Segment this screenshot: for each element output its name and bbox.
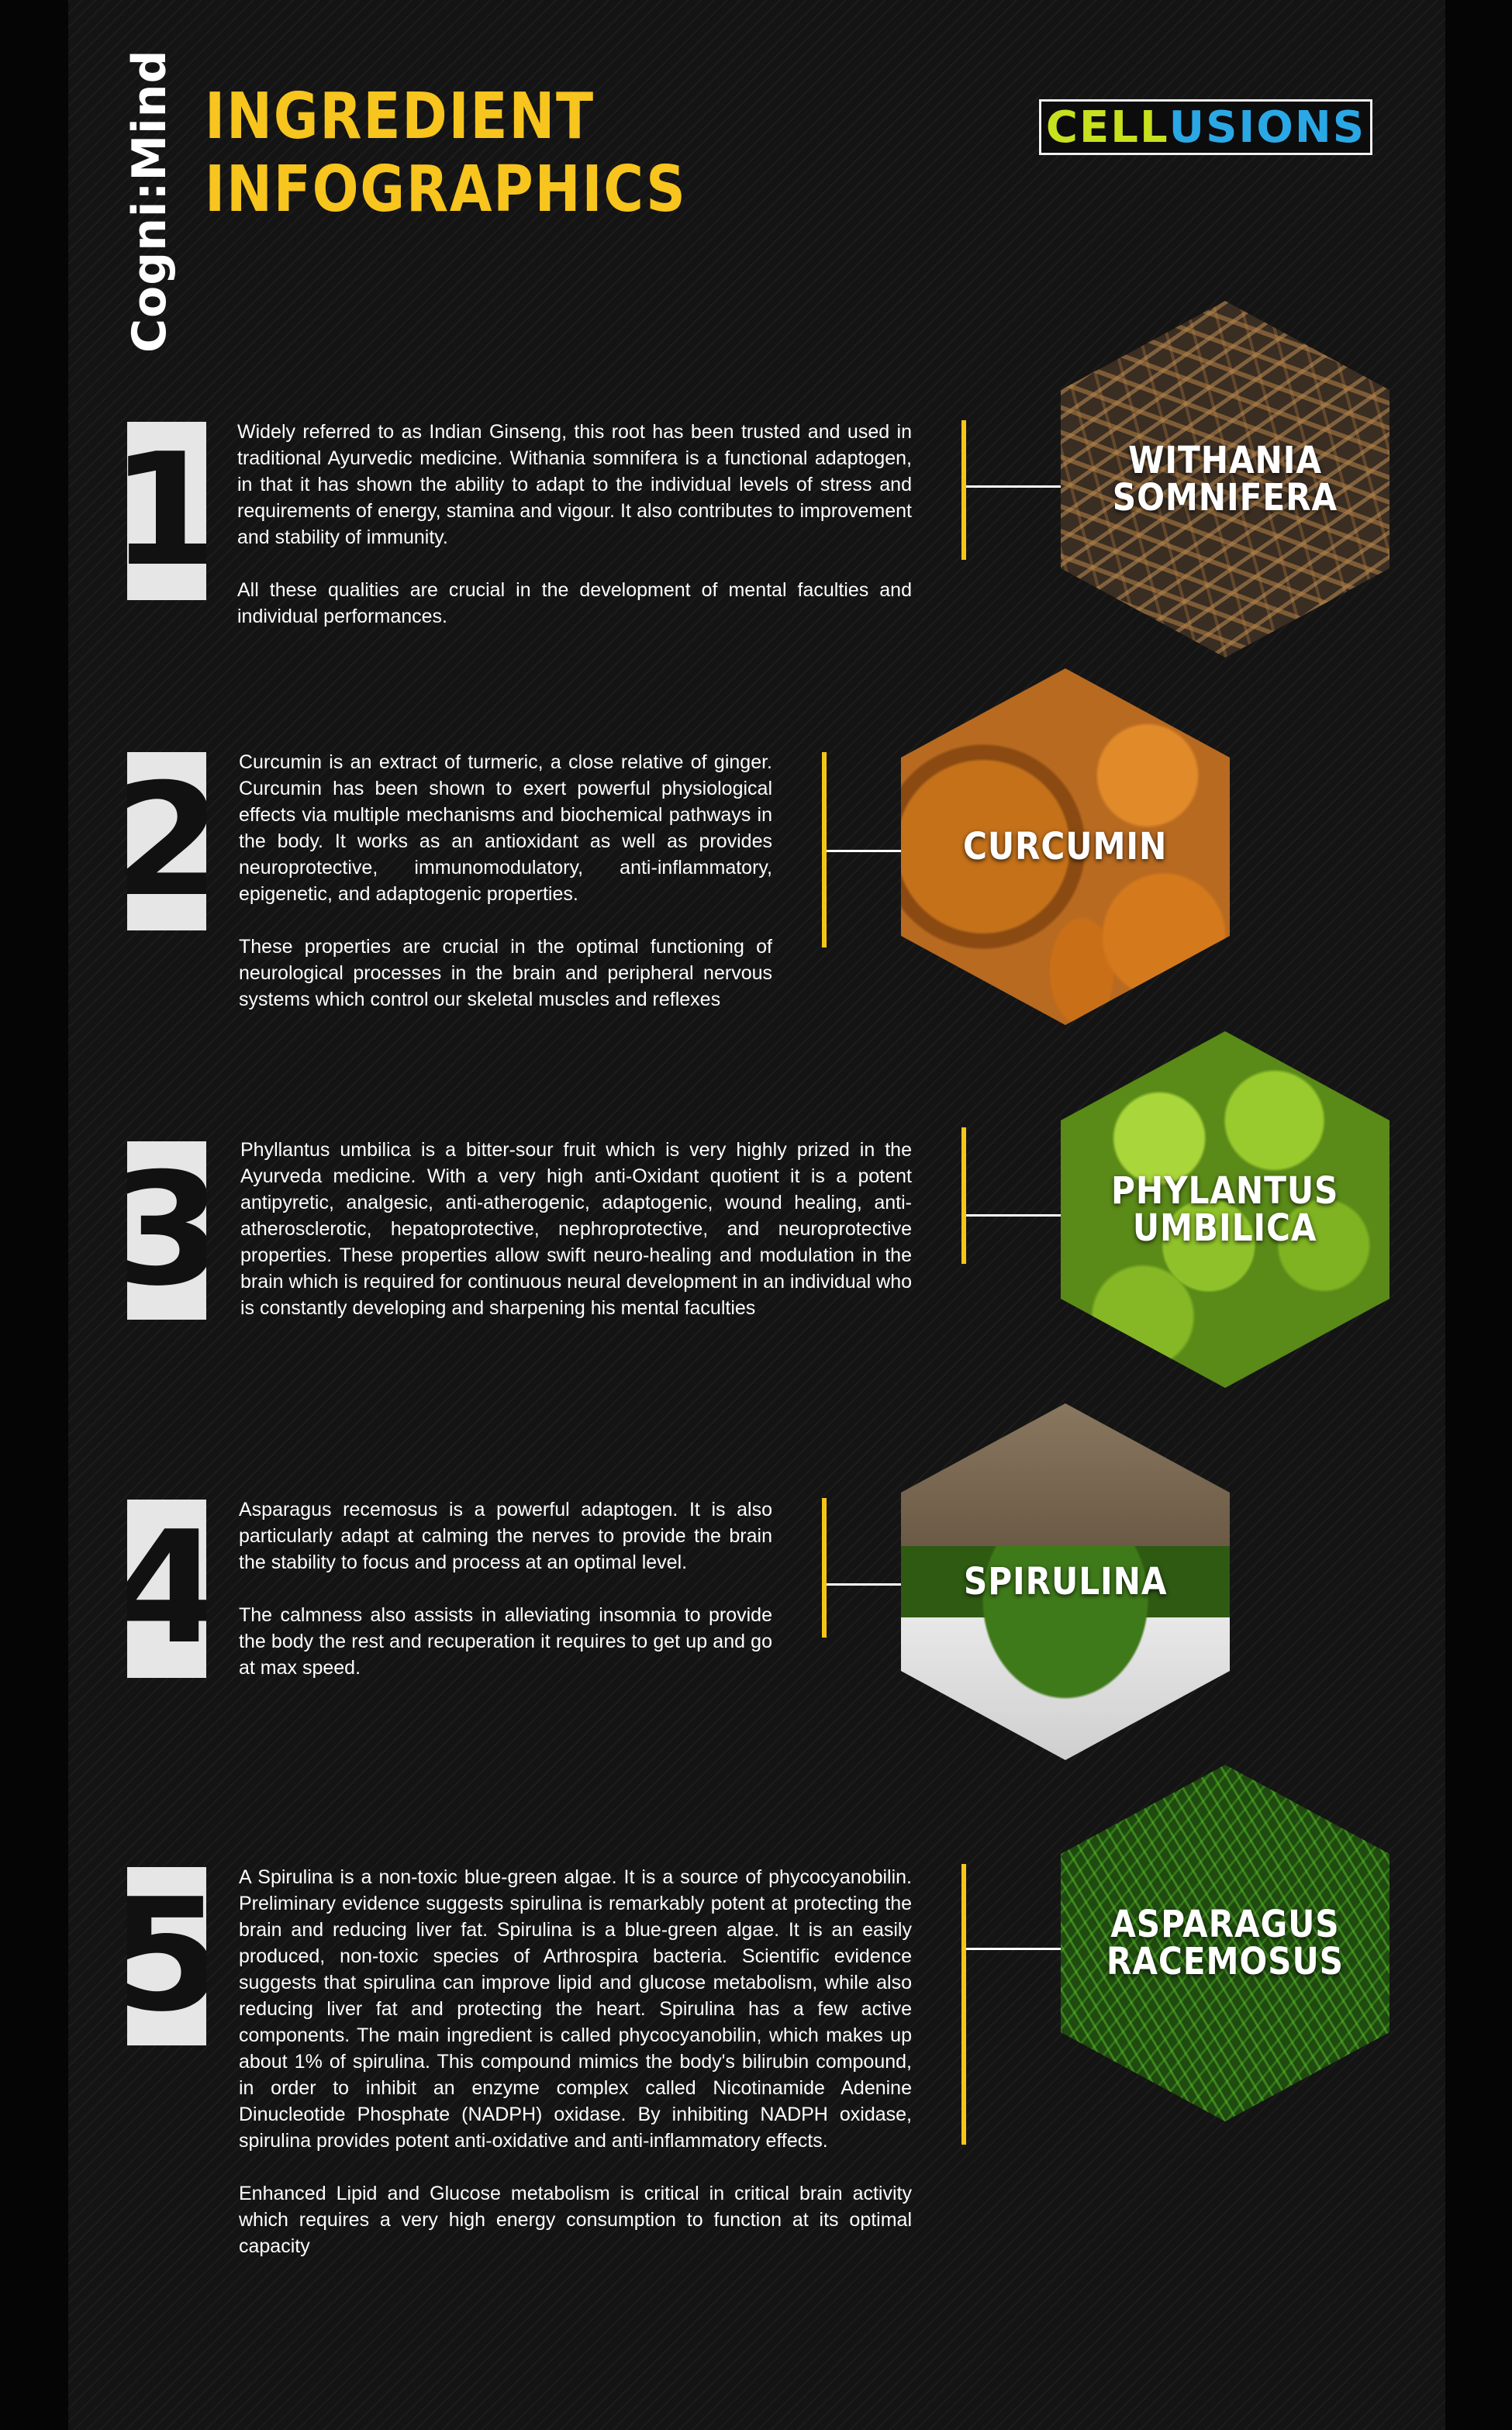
description-paragraph: A Spirulina is a non-toxic blue-green al… xyxy=(239,1866,912,2152)
brand-name: Cogni:Mind xyxy=(123,49,177,353)
connector-line xyxy=(966,1948,1065,1950)
title-line-1: INGREDIENT xyxy=(205,80,595,154)
ingredient-name: WITHANIA SOMNIFERA xyxy=(1112,439,1338,519)
description-paragraph: These properties are crucial in the opti… xyxy=(239,936,772,1010)
ingredient-number-box: 1 xyxy=(127,422,206,600)
description-paragraph: Curcumin is an extract of turmeric, a cl… xyxy=(239,751,772,905)
right-margin xyxy=(1445,0,1512,2430)
ingredient-description: Widely referred to as Indian Ginseng, th… xyxy=(237,419,912,656)
connector-bar xyxy=(961,420,966,560)
ingredient-number-box: 4 xyxy=(127,1500,206,1678)
ingredient-name: SPIRULINA xyxy=(963,1560,1168,1603)
ingredient-description: A Spirulina is a non-toxic blue-green al… xyxy=(239,1864,912,2286)
ingredient-number: 2 xyxy=(127,764,206,919)
connector-line xyxy=(966,1214,1065,1217)
ingredient-number: 1 xyxy=(127,433,206,589)
logo-text-part-1: CELL xyxy=(1045,102,1169,153)
connector-bar xyxy=(822,752,827,947)
ingredient-number: 3 xyxy=(127,1153,206,1308)
ingredient-number-box: 3 xyxy=(127,1141,206,1320)
description-paragraph: Asparagus recemosus is a powerful adapto… xyxy=(239,1499,772,1573)
connector-bar xyxy=(822,1498,827,1638)
description-paragraph: Widely referred to as Indian Ginseng, th… xyxy=(237,421,912,548)
ingredient-name: CURCUMIN xyxy=(963,825,1168,868)
ingredient-description: Curcumin is an extract of turmeric, a cl… xyxy=(239,749,772,1039)
left-margin xyxy=(0,0,68,2430)
cellusions-logo: CELL USIONS xyxy=(1039,99,1372,155)
logo-text-part-2: USIONS xyxy=(1169,102,1366,153)
ingredient-name: PHYLANTUS UMBILICA xyxy=(1111,1169,1339,1250)
connector-line xyxy=(827,1583,904,1586)
ingredient-number: 5 xyxy=(127,1879,206,2034)
connector-line xyxy=(827,850,904,852)
ingredient-number: 4 xyxy=(127,1511,206,1666)
ingredient-number-box: 5 xyxy=(127,1867,206,2045)
page-title: INGREDIENT INFOGRAPHICS xyxy=(205,81,687,226)
connector-bar xyxy=(961,1864,966,2145)
description-paragraph: Enhanced Lipid and Glucose metabolism is… xyxy=(239,2183,912,2257)
ingredient-image-hexagon: ASPARAGUS RACEMOSUS xyxy=(1061,1765,1389,2121)
description-paragraph: The calmness also assists in alleviating… xyxy=(239,1604,772,1679)
connector-line xyxy=(966,485,1065,488)
ingredient-number-box: 2 xyxy=(127,752,206,930)
description-paragraph: Phyllantus umbilica is a bitter-sour fru… xyxy=(240,1139,912,1319)
title-line-2: INFOGRAPHICS xyxy=(205,153,687,226)
ingredient-description: Phyllantus umbilica is a bitter-sour fru… xyxy=(240,1137,912,1348)
ingredient-name: ASPARAGUS RACEMOSUS xyxy=(1106,1903,1345,1983)
description-paragraph: All these qualities are crucial in the d… xyxy=(237,579,912,627)
connector-bar xyxy=(961,1127,966,1264)
ingredient-description: Asparagus recemosus is a powerful adapto… xyxy=(239,1496,772,1707)
